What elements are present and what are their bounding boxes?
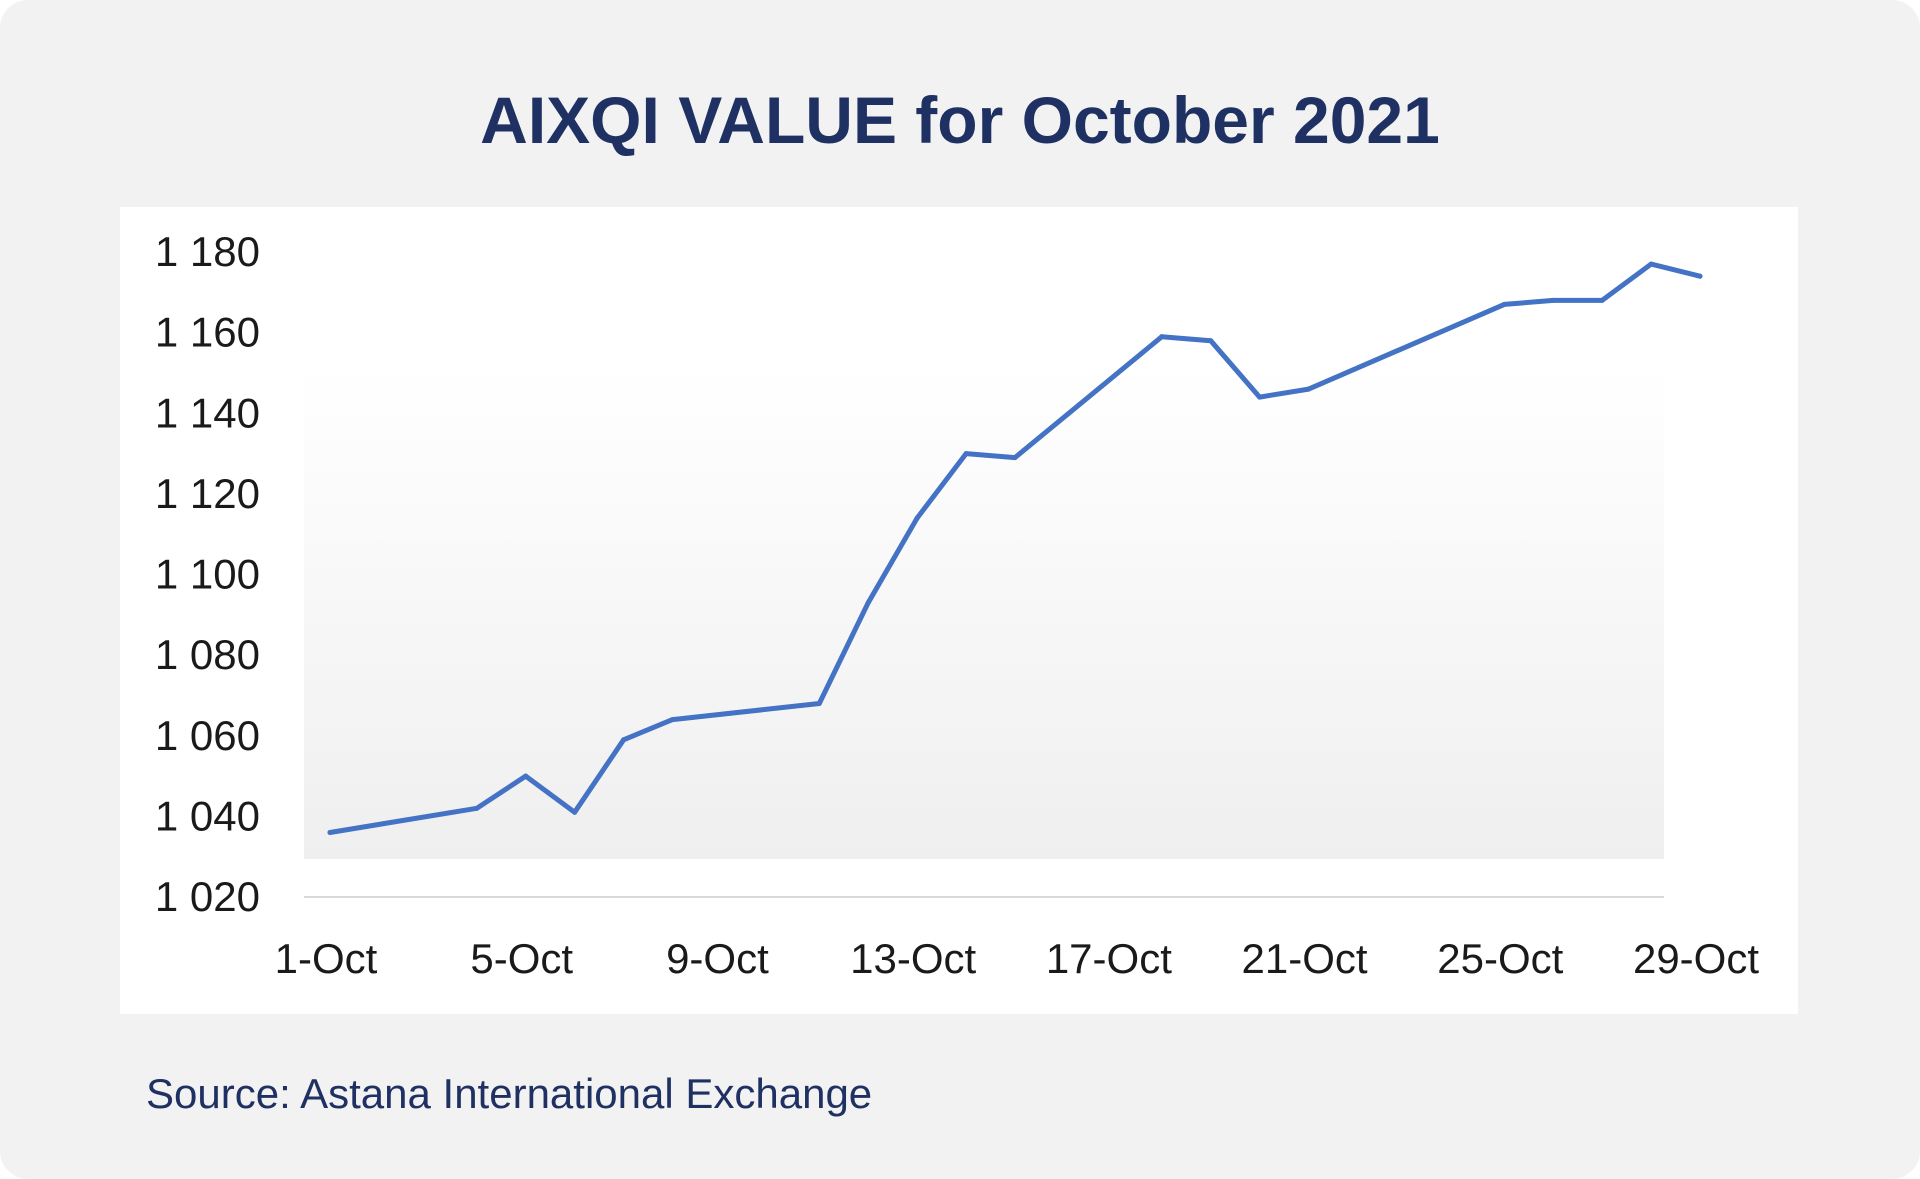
x-tick-label: 1-Oct [275,935,378,982]
data-point [1159,334,1165,340]
data-point [1257,394,1263,400]
data-point [621,737,627,743]
data-point [963,451,969,457]
plot-panel: 1 020 1 040 1 060 1 080 1 100 1 120 1 140 1 160… [120,207,1798,1014]
x-tick-label: 25-Oct [1437,935,1563,982]
chart-title: AIXQI VALUE for October 2021 [480,83,1440,157]
y-tick-label: 1 080 [155,631,260,678]
y-tick-label: 1 120 [155,470,260,517]
x-tick-label: 29-Oct [1633,935,1759,982]
data-point [1599,297,1605,303]
data-point [1501,301,1507,307]
data-point [1208,338,1214,344]
data-point [914,515,920,521]
series-points [327,261,1703,835]
x-tick-label: 5-Oct [470,935,573,982]
y-tick-label: 1 140 [155,389,260,436]
data-point [523,773,529,779]
x-tick-label: 17-Oct [1046,935,1172,982]
y-tick-label: 1 160 [155,309,260,356]
x-tick-label: 9-Oct [666,935,769,982]
y-tick-label: 1 060 [155,712,260,759]
data-point [1012,455,1018,461]
y-axis-ticks: 1 020 1 040 1 060 1 080 1 100 1 120 1 140 1 160… [155,228,260,920]
x-tick-label: 21-Oct [1242,935,1368,982]
data-point [1697,273,1703,279]
data-point [572,809,578,815]
line-chart: 1 020 1 040 1 060 1 080 1 100 1 120 1 140 1 160… [155,228,1760,982]
x-tick-label: 13-Oct [850,935,976,982]
data-point [1550,297,1556,303]
data-point [1648,261,1654,267]
data-point [327,830,333,835]
y-tick-label: 1 020 [155,873,260,920]
data-point [816,701,822,706]
data-point [670,717,675,723]
data-point [1306,386,1312,392]
data-point [865,600,871,606]
series-line [327,261,1703,835]
y-tick-label: 1 040 [155,792,260,839]
x-axis-ticks: 1-Oct 5-Oct 9-Oct 13-Oct 17-Oct 21-Oct 25-Oct 2… [275,935,1760,982]
source-note: Source: Astana International Exchange [146,1070,873,1117]
y-tick-label: 1 180 [155,228,260,275]
y-tick-label: 1 100 [155,551,260,598]
data-point [474,805,480,811]
